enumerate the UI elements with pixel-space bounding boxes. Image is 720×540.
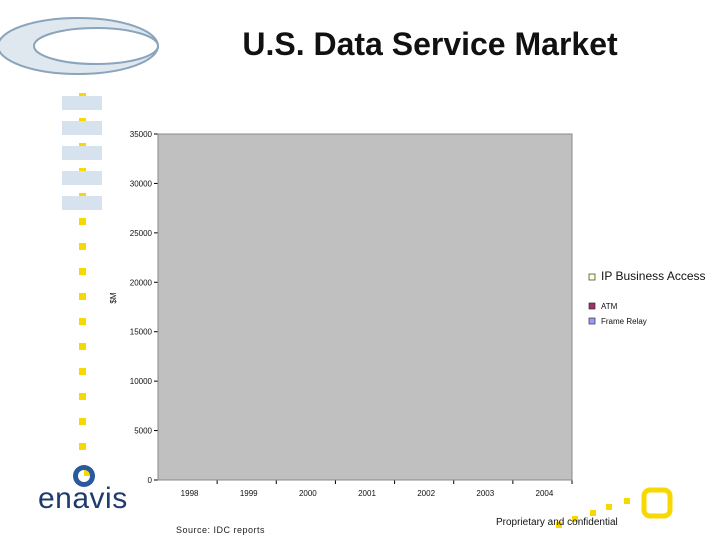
x-tick-label: 1999 [240, 489, 258, 498]
decorative-square [79, 293, 86, 300]
source-note: Source: IDC reports [176, 525, 266, 535]
decorative-square [572, 516, 578, 522]
corner-square-icon [641, 487, 673, 519]
y-tick-label: 10000 [130, 377, 153, 386]
decorative-tile [62, 121, 102, 135]
decorative-tile [62, 96, 102, 110]
legend-label: ATM [601, 302, 618, 311]
footer-confidential: Proprietary and confidential [496, 517, 618, 528]
y-tick-label: 20000 [130, 278, 153, 287]
decorative-square [79, 418, 86, 425]
x-tick-label: 2000 [299, 489, 317, 498]
decorative-bottom-squares [556, 498, 630, 528]
x-tick-label: 2001 [358, 489, 376, 498]
y-tick-label: 0 [148, 476, 153, 485]
brand-swoosh-icon [0, 17, 159, 75]
x-tick-label: 2003 [476, 489, 494, 498]
decorative-square-column [62, 18, 102, 450]
legend-swatch [588, 317, 596, 325]
decorative-square [590, 510, 596, 516]
x-tick-label: 2002 [417, 489, 435, 498]
legend-swatch [588, 273, 596, 281]
y-tick-label: 30000 [130, 179, 153, 188]
decorative-tile [62, 146, 102, 160]
decorative-square [79, 243, 86, 250]
decorative-tile [62, 196, 102, 210]
y-tick-label: 15000 [130, 328, 153, 337]
decorative-square [556, 522, 562, 528]
decorative-square [79, 218, 86, 225]
y-axis-label: $M [109, 292, 118, 303]
legend-swatch [588, 302, 596, 310]
legend-label: IP Business Access [601, 269, 706, 283]
legend: IP Business Access ATM Frame Relay [588, 269, 706, 326]
y-tick-label: 25000 [130, 229, 153, 238]
decorative-square [79, 268, 86, 275]
logo-wordmark: enavis [38, 482, 128, 515]
y-tick-label: 35000 [130, 130, 153, 139]
decorative-square [79, 443, 86, 450]
decorative-square [79, 318, 86, 325]
page-title: U.S. Data Service Market [242, 26, 618, 62]
decorative-square [79, 368, 86, 375]
x-axis: 1998 1999 2000 2001 2002 2003 2004 [158, 479, 573, 498]
decorative-tile [62, 171, 102, 185]
decorative-square [79, 393, 86, 400]
enavis-logo-icon [73, 465, 95, 487]
y-tick-label: 5000 [134, 427, 152, 436]
legend-label: Frame Relay [601, 317, 647, 326]
decorative-square [624, 498, 630, 504]
x-tick-label: 1998 [181, 489, 199, 498]
decorative-square [606, 504, 612, 510]
y-axis: 0 5000 10000 15000 20000 25000 30000 35000 [130, 130, 159, 485]
x-tick-label: 2004 [536, 489, 554, 498]
decorative-square [79, 343, 86, 350]
